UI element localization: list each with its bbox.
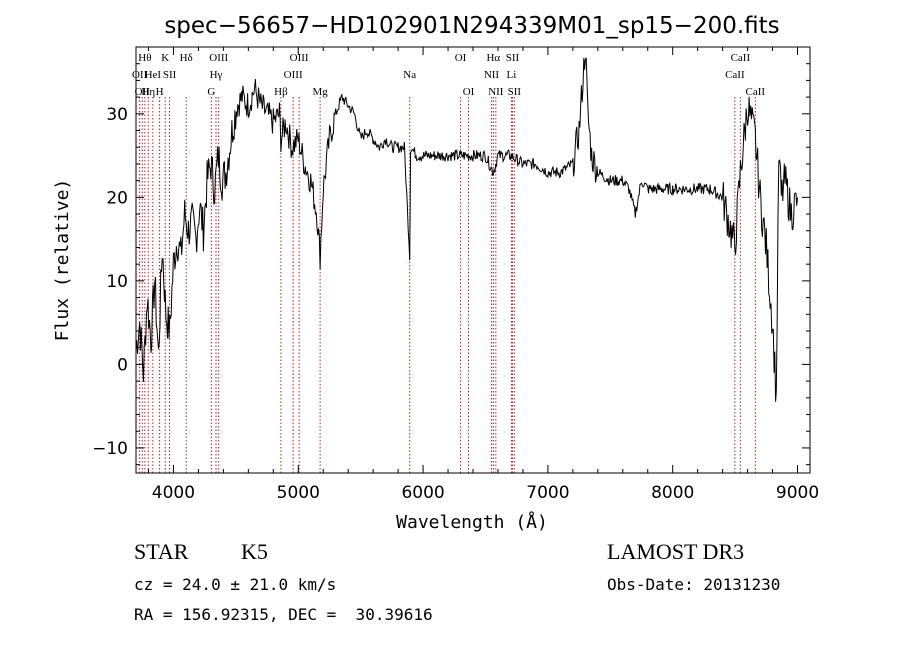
spectral-subclass: K5 bbox=[241, 539, 268, 564]
x-tick-label: 6000 bbox=[401, 483, 444, 503]
line-marker-label: OI bbox=[455, 52, 467, 64]
x-tick-label: 8000 bbox=[651, 483, 694, 503]
spectral-line-markers: OIIOIIHθHηHeIHKSIIHδGHγOIIIHβOIIIOIIIMgN… bbox=[132, 52, 765, 473]
line-marker-label: OIII bbox=[209, 52, 228, 64]
obs-date-text: Obs-Date: 20131230 bbox=[607, 575, 780, 594]
line-marker-label: CaII bbox=[731, 52, 751, 64]
line-marker-label: H bbox=[156, 86, 164, 98]
line-marker-label: Hη bbox=[141, 86, 155, 98]
spectrum-series bbox=[135, 57, 798, 402]
line-marker-label: SII bbox=[163, 69, 177, 81]
line-marker-label: NII bbox=[488, 86, 504, 98]
y-axis-label: Flux (relative) bbox=[52, 179, 73, 342]
spectrum-line bbox=[135, 57, 798, 402]
line-marker-label: OIII bbox=[284, 69, 303, 81]
line-marker-label: Mg bbox=[312, 86, 328, 98]
y-tick-label: −10 bbox=[92, 439, 128, 459]
redshift-text: cz = 24.0 ± 21.0 km/s bbox=[134, 575, 336, 594]
coordinates-text: RA = 156.92315, DEC = 30.39616 bbox=[134, 605, 433, 624]
line-marker-label: Na bbox=[403, 69, 416, 81]
line-marker-label: Hθ bbox=[138, 52, 151, 64]
object-class: STAR bbox=[134, 539, 189, 564]
y-axis: −10 0 10 20 30 bbox=[92, 63, 810, 466]
line-marker-label: Hγ bbox=[210, 69, 223, 81]
line-marker-label: CaII bbox=[725, 69, 745, 81]
line-marker-label: OIII bbox=[290, 52, 309, 64]
y-tick-label: 10 bbox=[106, 272, 128, 292]
line-marker-label: SII bbox=[508, 86, 522, 98]
line-marker-label: K bbox=[161, 52, 169, 64]
line-marker-label: Hα bbox=[486, 52, 500, 64]
line-marker-label: OII bbox=[135, 86, 151, 98]
x-axis: 4000 5000 6000 7000 8000 9000 bbox=[147, 47, 819, 503]
x-tick-label: 9000 bbox=[776, 483, 819, 503]
x-tick-label: 4000 bbox=[152, 483, 195, 503]
y-tick-label: 20 bbox=[106, 188, 128, 208]
survey-name: LAMOST DR3 bbox=[607, 539, 744, 564]
line-marker-label: Hδ bbox=[180, 52, 193, 64]
y-tick-label: 30 bbox=[106, 105, 128, 125]
line-marker-label: OI bbox=[463, 86, 475, 98]
line-marker-label: NII bbox=[484, 69, 500, 81]
line-marker-label: CaII bbox=[746, 86, 766, 98]
x-tick-label: 7000 bbox=[526, 483, 569, 503]
x-axis-label: Wavelength (Å) bbox=[396, 511, 548, 533]
line-marker-label: HeI bbox=[145, 69, 162, 81]
line-marker-label: SII bbox=[506, 52, 520, 64]
chart-title: spec−56657−HD102901N294339M01_sp15−200.f… bbox=[164, 13, 779, 39]
x-tick-label: 5000 bbox=[277, 483, 320, 503]
y-tick-label: 0 bbox=[117, 355, 128, 375]
line-marker-label: Hβ bbox=[274, 86, 288, 98]
line-marker-label: G bbox=[207, 86, 215, 98]
line-marker-label: Li bbox=[507, 69, 517, 81]
